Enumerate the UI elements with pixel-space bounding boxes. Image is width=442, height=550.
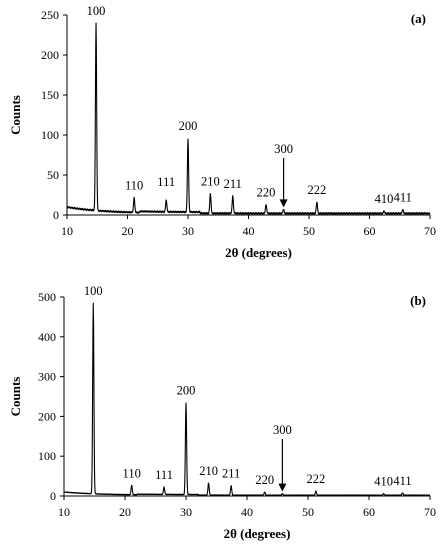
x-tick-label: 20 <box>119 505 131 519</box>
peak-arrow-head <box>278 483 287 492</box>
y-axis-title: Counts <box>8 377 23 417</box>
y-tick-label: 100 <box>41 128 59 142</box>
peak-label: 200 <box>177 383 196 397</box>
x-tick-label: 40 <box>243 224 255 238</box>
x-tick-label: 30 <box>180 505 192 519</box>
y-tick-label: 300 <box>38 370 56 384</box>
diffraction-series <box>63 302 431 497</box>
x-tick-label: 60 <box>364 224 376 238</box>
peak-label: 200 <box>179 119 198 133</box>
peak-label: 300 <box>273 423 292 437</box>
y-tick-label: 250 <box>41 8 59 22</box>
peak-label: 100 <box>84 284 103 298</box>
x-tick-label: 10 <box>61 224 73 238</box>
y-tick-label: 150 <box>41 88 59 102</box>
y-tick-label: 50 <box>47 168 59 182</box>
diffraction-series <box>66 22 431 216</box>
peak-label: 110 <box>125 178 143 192</box>
peak-label: 210 <box>199 464 218 478</box>
peak-label: 100 <box>87 4 106 18</box>
peak-label: 411 <box>393 474 411 488</box>
x-tick-label: 70 <box>424 224 436 238</box>
y-tick-label: 100 <box>38 449 56 463</box>
y-tick-label: 0 <box>53 208 59 222</box>
peak-label: 111 <box>157 175 175 189</box>
y-tick-label: 0 <box>50 489 56 503</box>
x-tick-label: 50 <box>302 505 314 519</box>
peak-label: 410 <box>374 475 393 489</box>
x-tick-label: 10 <box>58 505 70 519</box>
peak-label: 211 <box>222 467 240 481</box>
chart-panel-a: 0 50 100 150 200 250 10 20 30 40 50 60 70 2θ (degrees… <box>8 4 436 260</box>
y-tick-label: 200 <box>41 48 59 62</box>
y-axis-title: Counts <box>8 95 23 135</box>
peak-label: 210 <box>201 174 220 188</box>
x-tick-label: 40 <box>241 505 253 519</box>
x-tick-label: 60 <box>363 505 375 519</box>
peak-label: 220 <box>257 186 276 200</box>
peak-label: 211 <box>224 177 242 191</box>
panel-label: (a) <box>411 11 426 26</box>
peak-label: 222 <box>307 183 326 197</box>
peak-label: 410 <box>375 192 394 206</box>
x-axis-title: 2θ (degrees) <box>224 526 291 541</box>
peak-label: 111 <box>155 468 173 482</box>
x-tick-label: 20 <box>122 224 134 238</box>
x-tick-label: 30 <box>182 224 194 238</box>
y-tick-label: 500 <box>38 290 56 304</box>
x-axis-title: 2θ (degrees) <box>225 245 292 260</box>
peak-label: 220 <box>255 473 274 487</box>
y-tick-label: 200 <box>38 409 56 423</box>
peak-label: 411 <box>394 190 412 204</box>
y-tick-label: 400 <box>38 330 56 344</box>
x-tick-label: 70 <box>424 505 436 519</box>
peak-label: 222 <box>307 472 326 486</box>
peak-arrow-head <box>279 199 288 208</box>
peak-label: 300 <box>274 142 293 156</box>
chart-panel-b: 0 100 200 300 400 500 10 20 30 40 50 60 70 2θ (degree… <box>8 284 436 541</box>
peak-label: 110 <box>123 466 141 480</box>
x-tick-label: 50 <box>303 224 315 238</box>
panel-label: (b) <box>410 293 426 308</box>
